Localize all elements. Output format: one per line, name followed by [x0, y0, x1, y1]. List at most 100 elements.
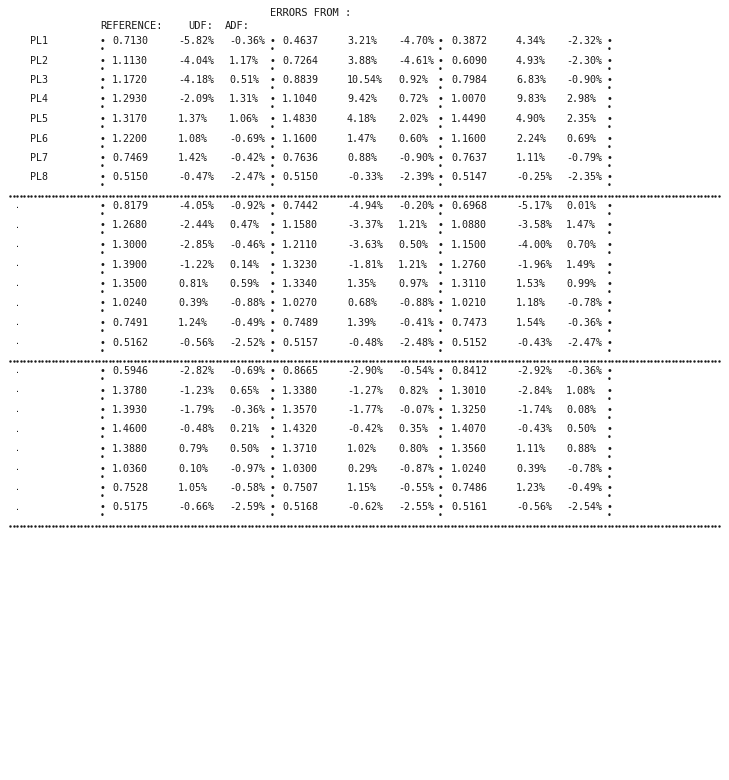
- Text: 0.14%: 0.14%: [229, 260, 259, 270]
- Text: 0.47%: 0.47%: [229, 221, 259, 231]
- Text: .: .: [15, 502, 20, 512]
- Text: -0.36%: -0.36%: [229, 405, 265, 415]
- Text: 0.7984: 0.7984: [451, 75, 487, 85]
- Text: •: •: [438, 104, 443, 112]
- Text: •: •: [607, 104, 612, 112]
- Text: •: •: [270, 133, 276, 144]
- Text: .: .: [15, 318, 20, 327]
- Text: 1.4600: 1.4600: [112, 424, 148, 434]
- Text: 0.81%: 0.81%: [178, 279, 208, 289]
- Text: 1.49%: 1.49%: [566, 260, 596, 270]
- Text: 1.1600: 1.1600: [282, 133, 318, 144]
- Text: .: .: [15, 483, 20, 492]
- Text: PL6: PL6: [30, 133, 48, 144]
- Text: •: •: [607, 210, 612, 219]
- Text: •: •: [100, 492, 105, 501]
- Text: •: •: [270, 240, 276, 250]
- Text: •: •: [270, 366, 276, 376]
- Text: •: •: [100, 395, 105, 403]
- Text: 0.3872: 0.3872: [451, 36, 487, 46]
- Text: .: .: [15, 424, 20, 434]
- Text: 0.7469: 0.7469: [112, 153, 148, 163]
- Text: •: •: [438, 405, 444, 415]
- Text: •: •: [100, 201, 106, 211]
- Text: •: •: [607, 123, 612, 132]
- Text: 0.68%: 0.68%: [347, 299, 377, 309]
- Text: 4.34%: 4.34%: [516, 36, 546, 46]
- Text: •: •: [607, 307, 612, 317]
- Text: 0.5162: 0.5162: [112, 338, 148, 348]
- Text: •: •: [438, 172, 444, 183]
- Text: •: •: [438, 210, 443, 219]
- Text: •: •: [607, 172, 613, 183]
- Text: •: •: [607, 45, 612, 54]
- Text: •: •: [438, 327, 443, 336]
- Text: -0.79%: -0.79%: [566, 153, 602, 163]
- Text: •: •: [270, 182, 275, 190]
- Text: •: •: [270, 65, 275, 73]
- Text: •: •: [100, 55, 106, 66]
- Text: 1.54%: 1.54%: [516, 318, 546, 328]
- Text: 0.50%: 0.50%: [566, 424, 596, 434]
- Text: 4.93%: 4.93%: [516, 55, 546, 66]
- Text: •: •: [438, 385, 444, 395]
- Text: .: .: [15, 221, 20, 229]
- Text: -2.09%: -2.09%: [178, 94, 214, 105]
- Text: •: •: [438, 75, 444, 85]
- Text: •: •: [438, 65, 443, 73]
- Text: •: •: [270, 75, 276, 85]
- Text: •: •: [607, 299, 613, 309]
- Text: •: •: [270, 94, 276, 105]
- Text: 1.0270: 1.0270: [282, 299, 318, 309]
- Text: 1.3340: 1.3340: [282, 279, 318, 289]
- Text: •: •: [607, 414, 612, 423]
- Text: 0.39%: 0.39%: [178, 299, 208, 309]
- Text: 1.2760: 1.2760: [451, 260, 487, 270]
- Text: 10.54%: 10.54%: [347, 75, 383, 85]
- Text: -0.41%: -0.41%: [398, 318, 434, 328]
- Text: •: •: [607, 385, 613, 395]
- Text: 0.7264: 0.7264: [282, 55, 318, 66]
- Text: -4.94%: -4.94%: [347, 201, 383, 211]
- Text: •: •: [438, 395, 443, 403]
- Text: 1.21%: 1.21%: [398, 221, 428, 231]
- Text: -0.88%: -0.88%: [229, 299, 265, 309]
- Text: •: •: [270, 143, 275, 151]
- Text: 4.90%: 4.90%: [516, 114, 546, 124]
- Text: •: •: [270, 395, 275, 403]
- Text: 1.3010: 1.3010: [451, 385, 487, 395]
- Text: •: •: [100, 366, 106, 376]
- Text: •: •: [100, 434, 105, 442]
- Text: •: •: [607, 153, 613, 163]
- Text: 0.5152: 0.5152: [451, 338, 487, 348]
- Text: •: •: [270, 55, 276, 66]
- Text: 0.5157: 0.5157: [282, 338, 318, 348]
- Text: •: •: [607, 492, 612, 501]
- Text: 1.3170: 1.3170: [112, 114, 148, 124]
- Text: •: •: [100, 114, 106, 124]
- Text: •: •: [100, 182, 105, 190]
- Text: -0.90%: -0.90%: [398, 153, 434, 163]
- Text: •: •: [100, 483, 106, 493]
- Text: PL4: PL4: [30, 94, 48, 105]
- Text: .: .: [15, 444, 20, 453]
- Text: 3.88%: 3.88%: [347, 55, 377, 66]
- Text: •: •: [270, 385, 276, 395]
- Text: •: •: [270, 453, 275, 462]
- Text: 0.5946: 0.5946: [112, 366, 148, 376]
- Text: -4.00%: -4.00%: [516, 240, 552, 250]
- Text: •: •: [438, 240, 444, 250]
- Text: 2.35%: 2.35%: [566, 114, 596, 124]
- Text: •: •: [607, 55, 613, 66]
- Text: 1.39%: 1.39%: [347, 318, 377, 328]
- Text: •: •: [438, 45, 443, 54]
- Text: •: •: [100, 210, 105, 219]
- Text: •: •: [270, 346, 275, 356]
- Text: •: •: [270, 104, 275, 112]
- Text: -1.23%: -1.23%: [178, 385, 214, 395]
- Text: 0.8839: 0.8839: [282, 75, 318, 85]
- Text: 1.2200: 1.2200: [112, 133, 148, 144]
- Text: 0.6968: 0.6968: [451, 201, 487, 211]
- Text: •: •: [438, 288, 443, 297]
- Text: •: •: [607, 424, 613, 434]
